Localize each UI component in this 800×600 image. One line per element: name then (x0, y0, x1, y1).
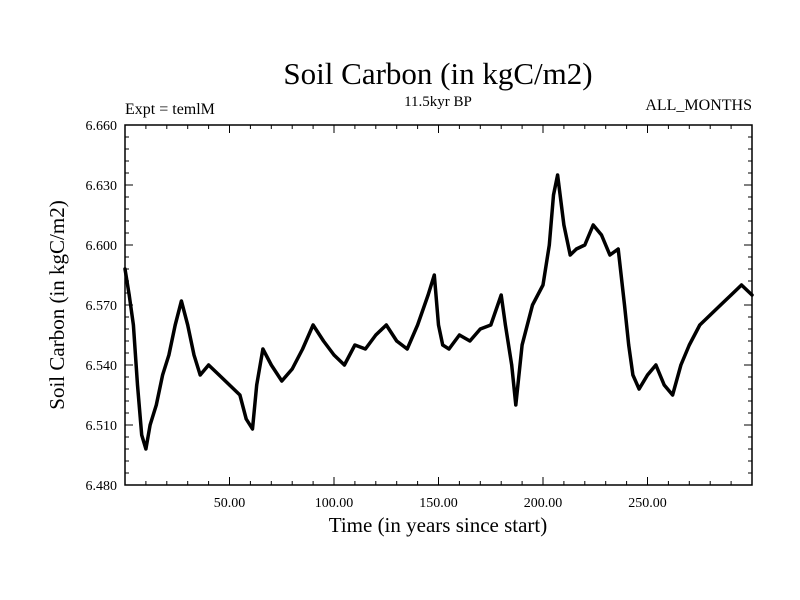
y-tick-label: 6.600 (86, 239, 118, 254)
data-point (637, 387, 641, 391)
data-point (654, 363, 658, 367)
chart-title: Soil Carbon (in kgC/m2) (283, 56, 592, 91)
data-point (161, 373, 165, 377)
y-tick-label: 6.480 (86, 479, 118, 494)
x-axis-label: Time (in years since start) (329, 513, 548, 537)
y-tick-label: 6.660 (86, 119, 118, 134)
data-point (591, 223, 595, 227)
data-point (384, 323, 388, 327)
data-point (687, 343, 691, 347)
data-point (719, 303, 723, 307)
data-point (646, 373, 649, 377)
data-point (395, 339, 399, 343)
data-point (154, 403, 158, 407)
data-point (740, 283, 743, 287)
data-point (556, 173, 560, 177)
data-point (541, 283, 545, 287)
data-point (552, 193, 555, 197)
data-point (627, 343, 631, 347)
data-point (269, 363, 273, 367)
data-point (623, 303, 626, 307)
data-point (179, 299, 183, 303)
data-point (148, 423, 152, 427)
data-point (363, 347, 367, 351)
data-point (192, 353, 196, 357)
data-point (374, 333, 378, 337)
data-point (547, 243, 551, 247)
data-point (136, 383, 139, 387)
data-point (583, 243, 587, 247)
data-point (217, 373, 221, 377)
data-point (207, 363, 211, 367)
data-point (698, 323, 702, 327)
data-point (198, 373, 202, 377)
data-point (457, 333, 461, 337)
data-point (416, 323, 420, 327)
chart-subtitle: 11.5kyr BP (404, 94, 472, 110)
experiment-label: Expt = temlM (125, 101, 215, 118)
data-point (244, 417, 248, 421)
x-tick-label: 50.00 (214, 496, 246, 511)
y-tick-label: 6.540 (86, 359, 118, 374)
x-tick-label: 100.00 (315, 496, 354, 511)
data-point (503, 323, 507, 327)
data-point (468, 339, 472, 343)
data-point (441, 343, 445, 347)
data-point (531, 303, 534, 307)
axes: 6.480 6.510 6.540 6.570 6.600 6.630 6.660 50.00… (86, 119, 753, 511)
data-point (568, 253, 572, 257)
data-point (616, 247, 620, 251)
data-point (499, 293, 503, 297)
data-point (729, 293, 733, 297)
data-point (290, 367, 294, 371)
data-point (186, 323, 190, 327)
data-point (332, 353, 336, 357)
data-point (322, 339, 325, 343)
data-point (261, 347, 265, 351)
data-point (447, 347, 451, 351)
data-point (405, 347, 409, 351)
y-tick-label: 6.570 (86, 299, 118, 314)
data-point (510, 363, 514, 367)
data-point (520, 343, 524, 347)
data-point (173, 323, 177, 327)
data-point (301, 347, 305, 351)
x-tick-label: 200.00 (524, 496, 563, 511)
data-point (631, 373, 635, 377)
data-point (280, 379, 284, 383)
data-point (514, 403, 518, 407)
data-point (608, 253, 612, 257)
data-point (255, 383, 259, 387)
data-point (574, 247, 578, 251)
data-point (437, 323, 440, 327)
data-point (478, 327, 482, 331)
data-point (251, 427, 254, 431)
y-tick-label: 6.630 (86, 179, 118, 194)
data-point (426, 293, 430, 297)
data-point (167, 353, 171, 357)
data-point (489, 323, 493, 327)
data-point (311, 323, 315, 327)
data-point (679, 363, 683, 367)
data-point (131, 323, 135, 327)
data-point (600, 233, 603, 237)
data-point (432, 273, 436, 277)
y-axis-label: Soil Carbon (in kgC/m2) (45, 200, 69, 409)
data-point (238, 393, 242, 397)
data-point (708, 313, 712, 317)
data-point (144, 447, 148, 451)
data-point (562, 223, 566, 227)
data-point (140, 433, 144, 437)
x-tick-label: 250.00 (628, 496, 667, 511)
data-point (228, 383, 231, 387)
data-point (353, 343, 357, 347)
y-tick-label: 6.510 (86, 419, 118, 434)
data-point (671, 393, 675, 397)
data-point (127, 293, 131, 297)
x-tick-label: 150.00 (419, 496, 458, 511)
months-label: ALL_MONTHS (645, 97, 752, 114)
data-point (662, 383, 666, 387)
data-point (342, 363, 346, 367)
